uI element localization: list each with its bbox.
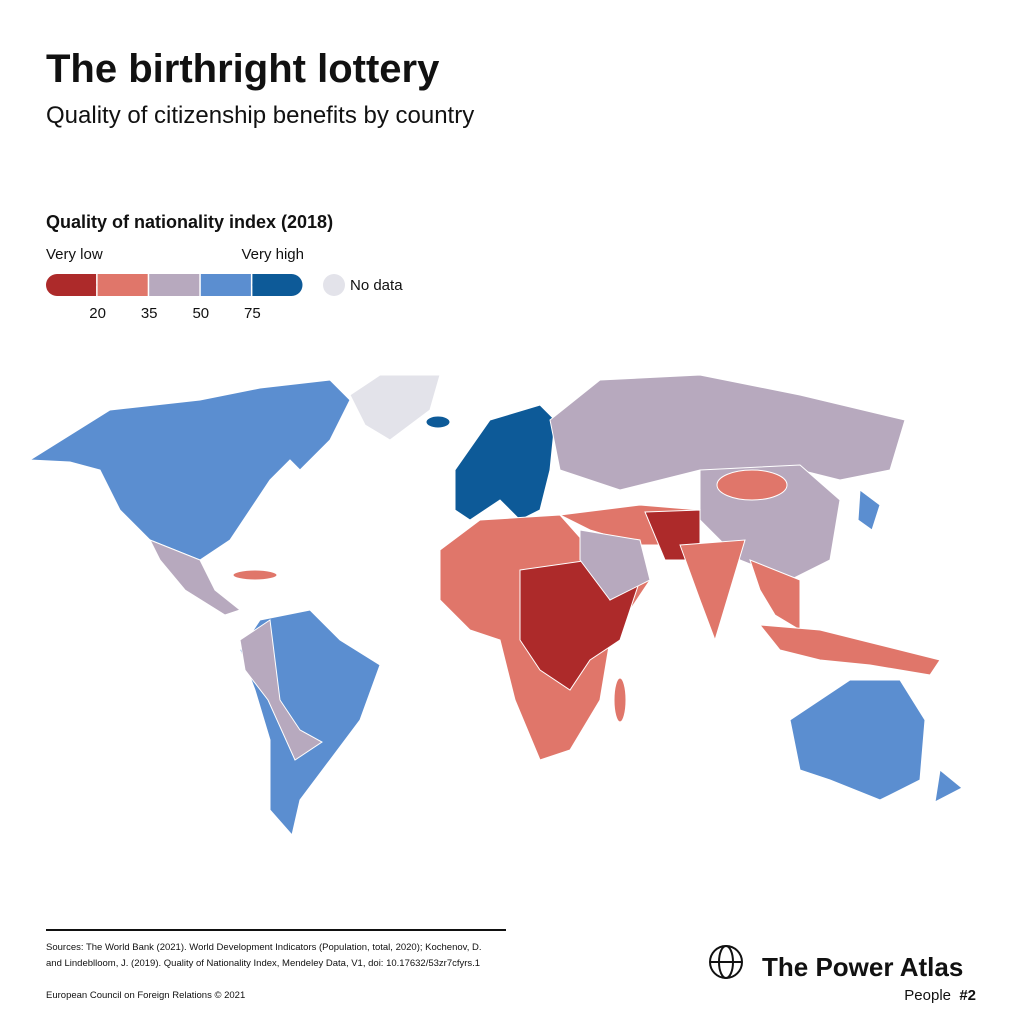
legend-high: Very high bbox=[241, 246, 304, 263]
legend-break-label: 35 bbox=[141, 305, 158, 322]
japan bbox=[857, 489, 881, 531]
legend-swatch bbox=[149, 274, 200, 296]
greenland bbox=[349, 374, 441, 441]
southeast-asia bbox=[749, 559, 801, 631]
indonesia bbox=[758, 624, 941, 676]
north-america bbox=[28, 379, 351, 561]
legend-low: Very low bbox=[46, 246, 103, 263]
legend-break-label: 75 bbox=[244, 305, 261, 322]
iceland bbox=[425, 415, 451, 429]
arabia bbox=[579, 529, 651, 601]
title: The birthright lottery bbox=[46, 47, 440, 91]
brand-logo bbox=[709, 945, 743, 979]
australia bbox=[789, 679, 926, 801]
sources-line: and Lindeblloom, J. (2019). Quality of N… bbox=[46, 958, 480, 969]
new-zealand bbox=[934, 769, 963, 803]
legend-scale: 20 35 50 75 bbox=[46, 274, 303, 322]
sources-line: Sources: The World Bank (2021). World De… bbox=[46, 942, 481, 953]
legend-swatch bbox=[252, 274, 291, 296]
legend-swatch bbox=[200, 274, 251, 296]
mexico bbox=[148, 539, 242, 616]
legend-break-label: 20 bbox=[89, 305, 106, 322]
legend-break-label: 50 bbox=[192, 305, 209, 322]
copyright: European Council on Foreign Relations © … bbox=[46, 990, 245, 1001]
russia bbox=[549, 374, 906, 491]
legend-title: Quality of nationality index (2018) bbox=[46, 212, 333, 232]
no-data-label: No data bbox=[350, 277, 403, 294]
legend-swatch bbox=[97, 274, 148, 296]
series-number: #2 bbox=[959, 987, 976, 1004]
europe bbox=[454, 404, 556, 521]
madagascar bbox=[613, 677, 627, 723]
world-map bbox=[28, 374, 963, 837]
subtitle: Quality of citizenship benefits by count… bbox=[46, 102, 474, 129]
india bbox=[679, 539, 746, 642]
brand: The Power Atlas bbox=[762, 952, 963, 982]
mongolia bbox=[716, 469, 788, 501]
legend-swatch bbox=[58, 274, 97, 296]
series: People bbox=[904, 987, 951, 1004]
andes bbox=[239, 619, 323, 761]
caribbean bbox=[232, 569, 278, 581]
no-data-swatch bbox=[323, 274, 345, 296]
